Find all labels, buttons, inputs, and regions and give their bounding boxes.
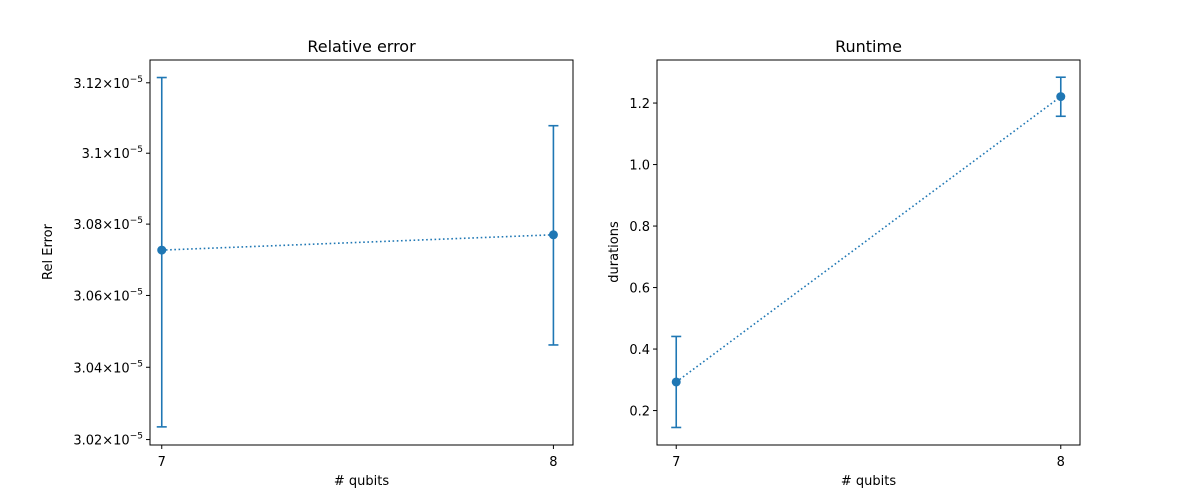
relative-error-y-tick-label: 3.1×10−5	[82, 145, 143, 162]
relative-error-y-tick-label: 3.04×10−5	[73, 359, 143, 376]
relative-error-data-point	[157, 245, 167, 255]
runtime-title: Runtime	[835, 37, 902, 56]
relative-error-plot-area: 7 8 3.02×10−5 3.04×10−5 3.06×10−5 3.08×10−5 3.…	[73, 59, 574, 470]
runtime-axes-frame	[656, 59, 1081, 446]
relative-error-axes-frame	[149, 59, 574, 446]
runtime-y-axis-label: durations	[607, 221, 622, 283]
runtime-y-tick-label: 0.6	[629, 282, 650, 297]
relative-error-y-tick-label: 3.06×10−5	[73, 287, 143, 304]
relative-error-title: Relative error	[307, 37, 416, 56]
runtime-panel: Runtime 7 8 0.2 0.4 0.6 0.8 1.0 1.2 # qubits du…	[607, 37, 1081, 489]
runtime-y-tick-label: 0.4	[629, 343, 650, 358]
relative-error-y-axis-label: Rel Error	[41, 223, 56, 280]
runtime-x-tick-label: 8	[1057, 455, 1065, 470]
relative-error-x-axis-label: # qubits	[334, 474, 389, 489]
runtime-y-tick-label: 0.8	[629, 220, 650, 235]
relative-error-x-tick-label: 8	[549, 455, 557, 470]
runtime-data-point	[671, 377, 681, 387]
runtime-plot-area: 7 8 0.2 0.4 0.6 0.8 1.0 1.2	[629, 59, 1081, 470]
relative-error-y-tick-label: 3.12×10−5	[73, 75, 143, 92]
runtime-y-tick-label: 1.2	[629, 97, 650, 112]
runtime-x-tick-label: 7	[672, 455, 680, 470]
runtime-series-line	[675, 95, 1062, 383]
relative-error-y-tick-label: 3.02×10−5	[73, 432, 143, 449]
runtime-data-point	[1056, 92, 1066, 102]
relative-error-y-tick-label: 3.08×10−5	[73, 216, 143, 233]
runtime-x-axis-label: # qubits	[841, 474, 896, 489]
runtime-y-tick-label: 1.0	[629, 159, 650, 174]
runtime-y-tick-label: 0.2	[629, 405, 650, 420]
relative-error-x-tick-label: 7	[158, 455, 166, 470]
relative-error-series-line	[161, 233, 554, 251]
relative-error-data-point	[548, 230, 558, 240]
relative-error-panel: Relative error 7 8 3.02×10−5 3.04×10−5 3.06×…	[41, 37, 574, 489]
